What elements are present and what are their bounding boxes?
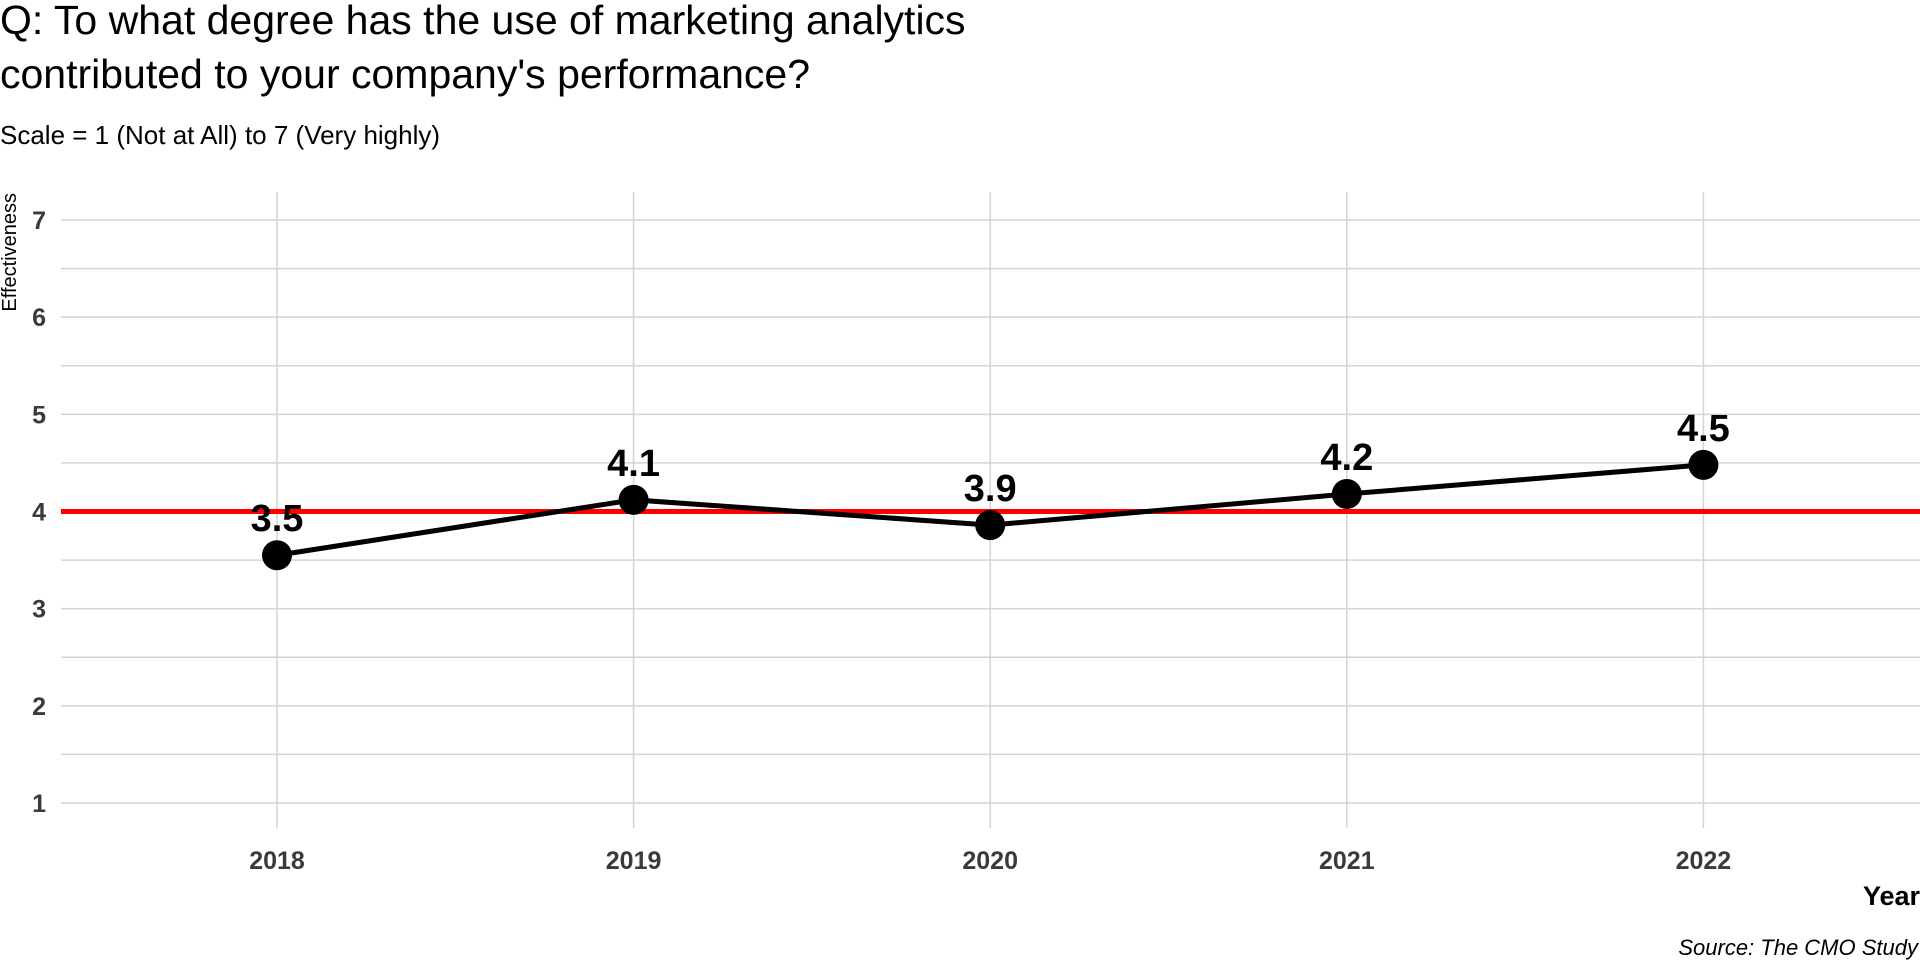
data-label: 4.2 bbox=[1320, 437, 1373, 479]
y-tick-label: 5 bbox=[32, 401, 46, 429]
chart-title-line-2: contributed to your company's performanc… bbox=[0, 51, 810, 97]
y-axis-label: Effectiveness bbox=[0, 193, 21, 312]
data-label: 4.1 bbox=[607, 443, 660, 485]
data-label: 3.5 bbox=[251, 498, 304, 540]
x-tick-label: 2019 bbox=[606, 847, 662, 875]
x-tick-label: 2021 bbox=[1319, 847, 1375, 875]
x-tick-label: 2018 bbox=[249, 847, 305, 875]
x-tick-label: 2020 bbox=[962, 847, 1018, 875]
y-tick-label: 3 bbox=[32, 596, 46, 624]
data-label: 4.5 bbox=[1677, 408, 1730, 450]
data-point bbox=[975, 510, 1006, 541]
data-point bbox=[262, 540, 292, 571]
x-tick-label: 2022 bbox=[1676, 847, 1732, 875]
data-point bbox=[1688, 449, 1719, 480]
y-tick-label: 2 bbox=[32, 693, 46, 721]
data-point bbox=[1331, 479, 1362, 510]
chart-title-line-1: Q: To what degree has the use of marketi… bbox=[0, 0, 966, 43]
y-tick-label: 7 bbox=[32, 207, 46, 235]
data-point bbox=[618, 484, 649, 515]
x-axis-ticks: 2018 2019 2020 2021 2022 bbox=[249, 847, 1731, 875]
x-axis-label: Year bbox=[1863, 881, 1920, 911]
chart-subtitle: Scale = 1 (Not at All) to 7 (Very highly… bbox=[0, 120, 440, 150]
data-label: 3.9 bbox=[964, 468, 1017, 510]
series-group bbox=[262, 449, 1719, 571]
y-tick-label: 1 bbox=[32, 790, 46, 818]
data-labels: 3.5 4.1 3.9 4.2 4.5 bbox=[251, 408, 1730, 540]
y-tick-label: 6 bbox=[32, 304, 46, 332]
source-caption: Source: The CMO Study bbox=[1678, 935, 1920, 960]
y-tick-label: 4 bbox=[32, 499, 46, 527]
y-axis-ticks: 1 2 3 4 5 6 7 bbox=[32, 207, 46, 818]
